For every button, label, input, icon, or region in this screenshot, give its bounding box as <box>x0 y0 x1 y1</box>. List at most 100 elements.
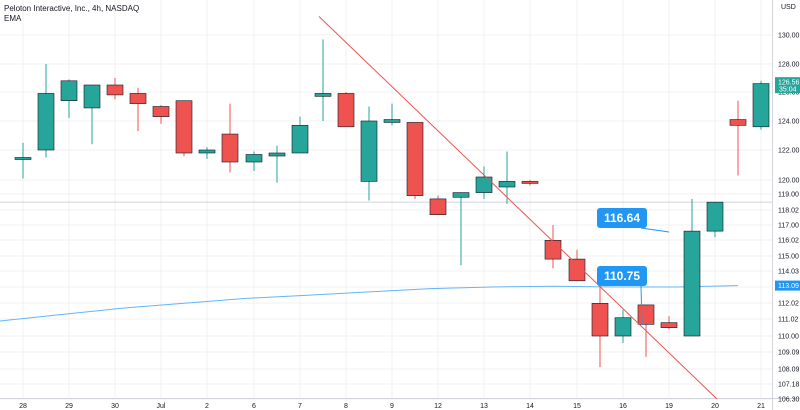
candle-down[interactable] <box>152 105 170 124</box>
candle-body <box>291 125 309 154</box>
ema-price-box <box>775 280 800 291</box>
x-tick-label: 9 <box>390 403 394 410</box>
x-tick-label: 14 <box>526 403 534 410</box>
candle-down[interactable] <box>591 279 609 368</box>
candle-down[interactable] <box>521 180 539 186</box>
candle-down[interactable] <box>337 92 355 128</box>
candle-up[interactable] <box>198 147 216 159</box>
candle-body <box>660 322 678 328</box>
candle-body <box>568 258 586 282</box>
candle-down[interactable] <box>406 122 424 199</box>
candle-body <box>83 84 101 109</box>
candle-up[interactable] <box>60 79 78 119</box>
price-callout[interactable]: 110.75 <box>597 266 647 326</box>
candle-down[interactable] <box>106 78 124 100</box>
y-tick-label: 109.09 <box>778 350 800 357</box>
last-price-box <box>775 77 800 94</box>
candle-body <box>544 240 562 260</box>
ema-price-value: 113.09 <box>778 283 799 290</box>
callout-box <box>597 208 647 228</box>
candle-up[interactable] <box>706 201 724 238</box>
candle-body <box>360 120 378 182</box>
candle-body <box>706 201 724 232</box>
candle-up[interactable] <box>245 151 263 172</box>
candle-up[interactable] <box>475 166 493 199</box>
candle-body <box>198 149 216 154</box>
y-tick-label: 107.18 <box>778 382 800 389</box>
candle-body <box>729 119 747 126</box>
callout-pointer <box>640 227 670 233</box>
candle-body <box>475 176 493 193</box>
indicator-label-ema[interactable]: EMA <box>4 14 22 23</box>
price-axis[interactable]: USD 106.30 107.18 108.09 109.09 110.00 111.02 1… <box>778 4 800 404</box>
x-tick-label: 6 <box>252 403 256 410</box>
candle-up[interactable] <box>498 151 516 204</box>
grid-lines <box>0 0 772 400</box>
candle-up[interactable] <box>383 103 401 126</box>
candle-down[interactable] <box>729 100 747 176</box>
candle-up[interactable] <box>360 106 378 201</box>
candle-body <box>129 93 147 104</box>
x-tick-label: 29 <box>65 403 73 410</box>
x-tick-label: Jul <box>157 403 166 410</box>
candle-body <box>60 80 78 102</box>
candle-up[interactable] <box>14 142 32 179</box>
y-tick-label: 112.02 <box>778 301 799 308</box>
x-tick-label: 8 <box>344 403 348 410</box>
candle-down[interactable] <box>221 103 239 173</box>
y-tick-label: 118.02 <box>778 208 799 215</box>
candle-body <box>106 84 124 96</box>
candle-down[interactable] <box>429 195 447 216</box>
candle-body <box>337 93 355 128</box>
chart-symbol-title[interactable]: Peloton Interactive, Inc., 4h, NASDAQ <box>4 4 140 13</box>
y-tick-label: 120.00 <box>778 178 800 185</box>
y-tick-label: 106.30 <box>778 397 800 404</box>
x-tick-label: 19 <box>665 403 673 410</box>
y-tick-label: 116.02 <box>778 238 799 245</box>
y-tick-label: 128.00 <box>778 62 800 69</box>
candle-body <box>221 133 239 163</box>
ema-price-tag[interactable]: 113.09 <box>775 280 800 291</box>
candle-up[interactable] <box>83 84 101 145</box>
candle-body <box>152 106 170 117</box>
callout-label: 110.75 <box>604 269 640 283</box>
price-callout[interactable]: 116.64 <box>597 208 670 233</box>
candle-down[interactable] <box>660 316 678 330</box>
y-tick-label: 124.00 <box>778 119 800 126</box>
x-tick-label: 21 <box>757 403 765 410</box>
x-tick-label: 2 <box>205 403 209 410</box>
candle-down[interactable] <box>175 100 193 156</box>
callout-label: 116.64 <box>604 211 640 225</box>
candle-body <box>752 83 770 128</box>
candle-up[interactable] <box>752 80 770 130</box>
last-price-timer: 35:04 <box>779 87 797 94</box>
x-tick-label: 16 <box>619 403 627 410</box>
candle-up[interactable] <box>452 192 470 266</box>
candle-body <box>406 122 424 196</box>
candle-body <box>498 181 516 188</box>
y-tick-label: 117.00 <box>778 223 799 230</box>
y-tick-label: 111.02 <box>778 317 798 324</box>
candle-up[interactable] <box>614 309 632 344</box>
candle-up[interactable] <box>314 39 332 121</box>
ema-line[interactable] <box>0 285 739 322</box>
time-axis[interactable]: 28 29 30 Jul 2 6 7 8 9 12 13 14 15 16 19 20 21 <box>19 403 765 410</box>
x-tick-label: 30 <box>111 403 119 410</box>
candle-down[interactable] <box>129 87 147 132</box>
candle-body <box>614 317 632 337</box>
trendline[interactable] <box>318 16 718 400</box>
candle-body <box>452 192 470 198</box>
candle-up[interactable] <box>683 198 701 337</box>
callout-box <box>597 266 647 286</box>
candle-body <box>175 100 193 154</box>
candle-up[interactable] <box>268 145 286 183</box>
candle-up[interactable] <box>291 116 309 154</box>
candle-down[interactable] <box>568 249 586 282</box>
x-tick-label: 7 <box>298 403 302 410</box>
y-tick-label: 119.00 <box>778 192 799 199</box>
candle-body <box>383 119 401 123</box>
candles <box>14 39 770 368</box>
candle-up[interactable] <box>37 64 55 158</box>
